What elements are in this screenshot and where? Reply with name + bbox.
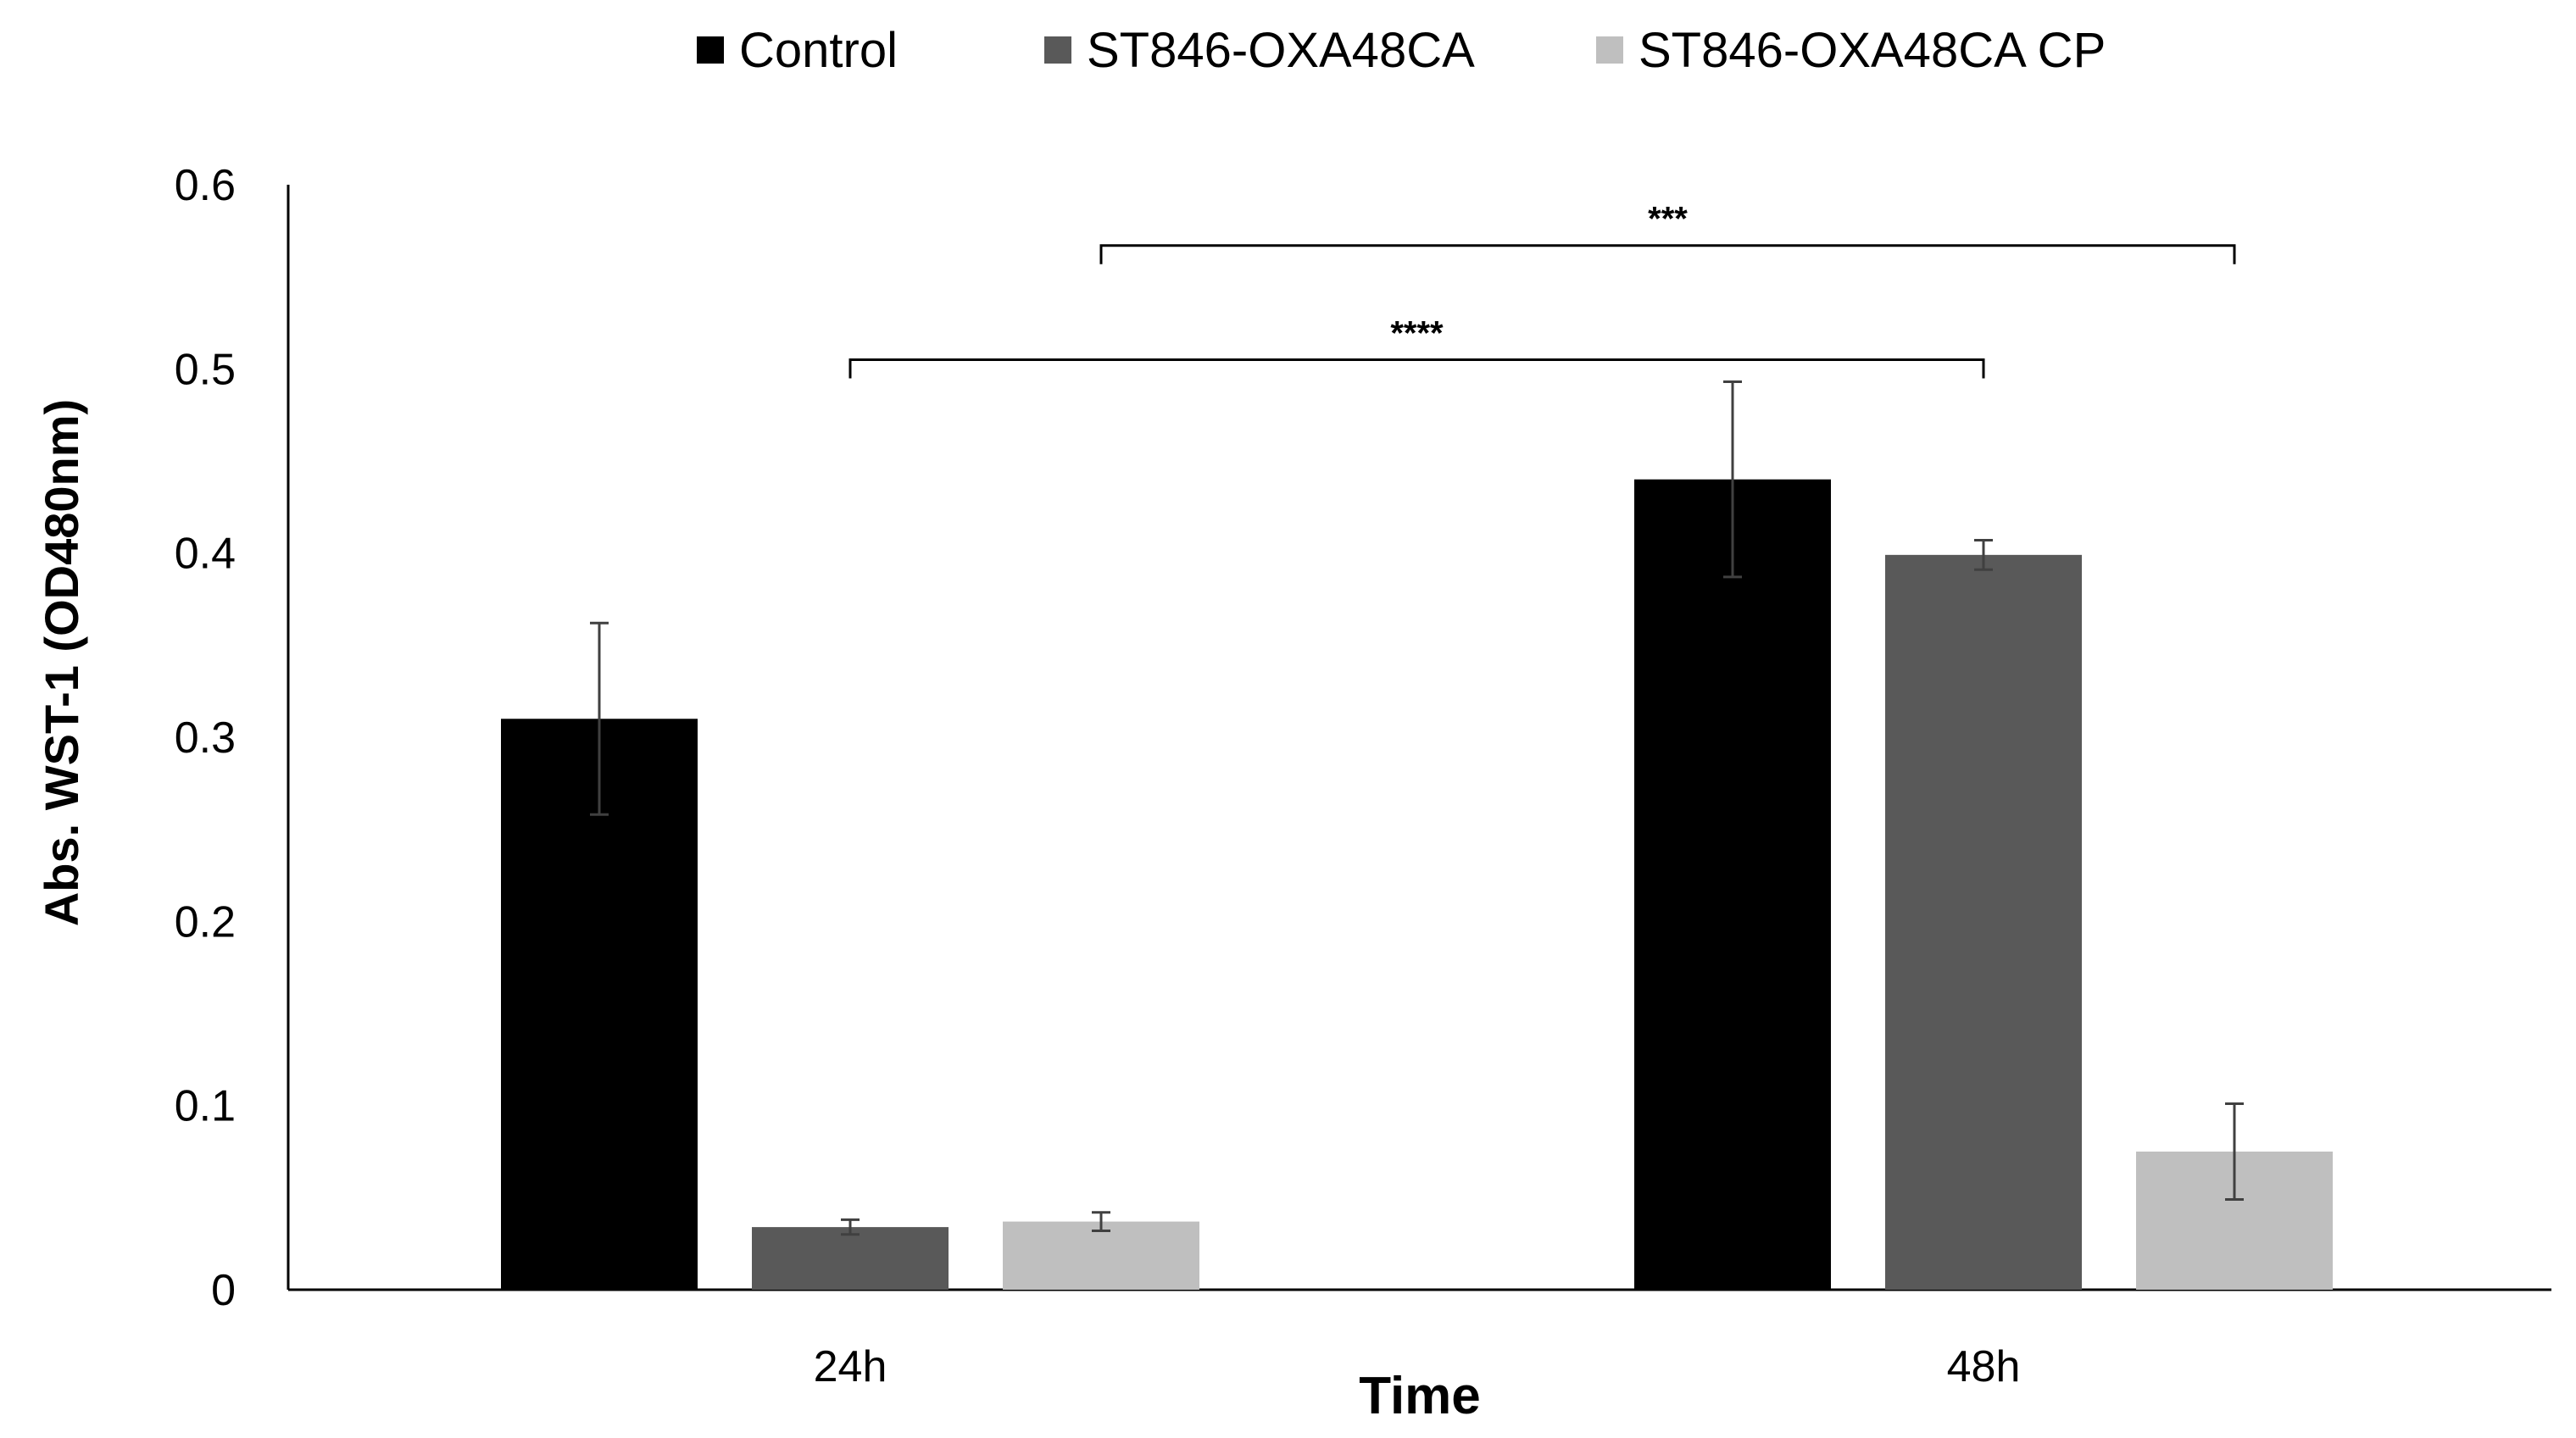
significance-brackets: ******* <box>848 201 2236 379</box>
significance-bracket-1 <box>1099 244 2236 264</box>
significance-label-1: *** <box>1648 201 1688 238</box>
error-bar-st846-oxa48ca-cp-24h <box>1092 1211 1110 1232</box>
y-tick-label-3: 0.3 <box>175 713 236 763</box>
chart-bars <box>501 479 2333 1290</box>
bar-st846-oxa48ca-24h <box>752 1227 949 1290</box>
y-tick-label-0: 0 <box>211 1266 236 1315</box>
x-tick-label-48h: 48h <box>1947 1342 2021 1391</box>
error-bar-st846-oxa48ca-cp-48h <box>2225 1102 2244 1202</box>
error-bar-control-48h <box>1723 380 1742 579</box>
legend-item-st846-oxa48ca-cp: ST846-OXA48CA CP <box>1596 12 2106 88</box>
chart-legend: Control ST846-OXA48CA ST846-OXA48CA CP <box>0 12 2576 88</box>
bar-control-48h <box>1634 479 1831 1290</box>
y-axis-title: Abs. WST-1 (OD480nm) <box>35 399 88 926</box>
y-tick-label-1: 0.1 <box>175 1082 236 1131</box>
x-axis-title: Time <box>1359 1367 1481 1425</box>
y-tick-label-5: 0.5 <box>175 345 236 394</box>
legend-item-control: Control <box>697 12 898 88</box>
error-bar-control-24h <box>590 621 609 816</box>
significance-bracket-0 <box>848 358 1985 379</box>
legend-swatch-control <box>697 36 724 64</box>
legend-label-st846-oxa48ca: ST846-OXA48CA <box>1087 22 1475 78</box>
y-tick-label-6: 0.6 <box>175 161 236 210</box>
error-bar-st846-oxa48ca-24h <box>841 1218 860 1236</box>
legend-swatch-st846-oxa48ca <box>1044 36 1071 64</box>
y-tick-label-2: 0.2 <box>175 897 236 947</box>
y-tick-label-4: 0.4 <box>175 530 236 579</box>
bar-st846-oxa48ca-cp-24h <box>1003 1221 1199 1290</box>
x-tick-label-24h: 24h <box>814 1342 887 1391</box>
bar-st846-oxa48ca-48h <box>1885 554 2082 1290</box>
legend-label-st846-oxa48ca-cp: ST846-OXA48CA CP <box>1639 22 2106 78</box>
significance-label-0: **** <box>1390 314 1444 352</box>
chart-labels: 0 0.1 0.2 0.3 0.4 0.5 0.6 24h 48h Time Abs. WST-1 … <box>35 161 2020 1425</box>
legend-swatch-st846-oxa48ca-cp <box>1596 36 1623 64</box>
legend-item-st846-oxa48ca: ST846-OXA48CA <box>1044 12 1475 88</box>
error-bar-st846-oxa48ca-48h <box>1974 538 1993 571</box>
chart-error-bars <box>590 380 2244 1236</box>
legend-label-control: Control <box>739 22 898 78</box>
